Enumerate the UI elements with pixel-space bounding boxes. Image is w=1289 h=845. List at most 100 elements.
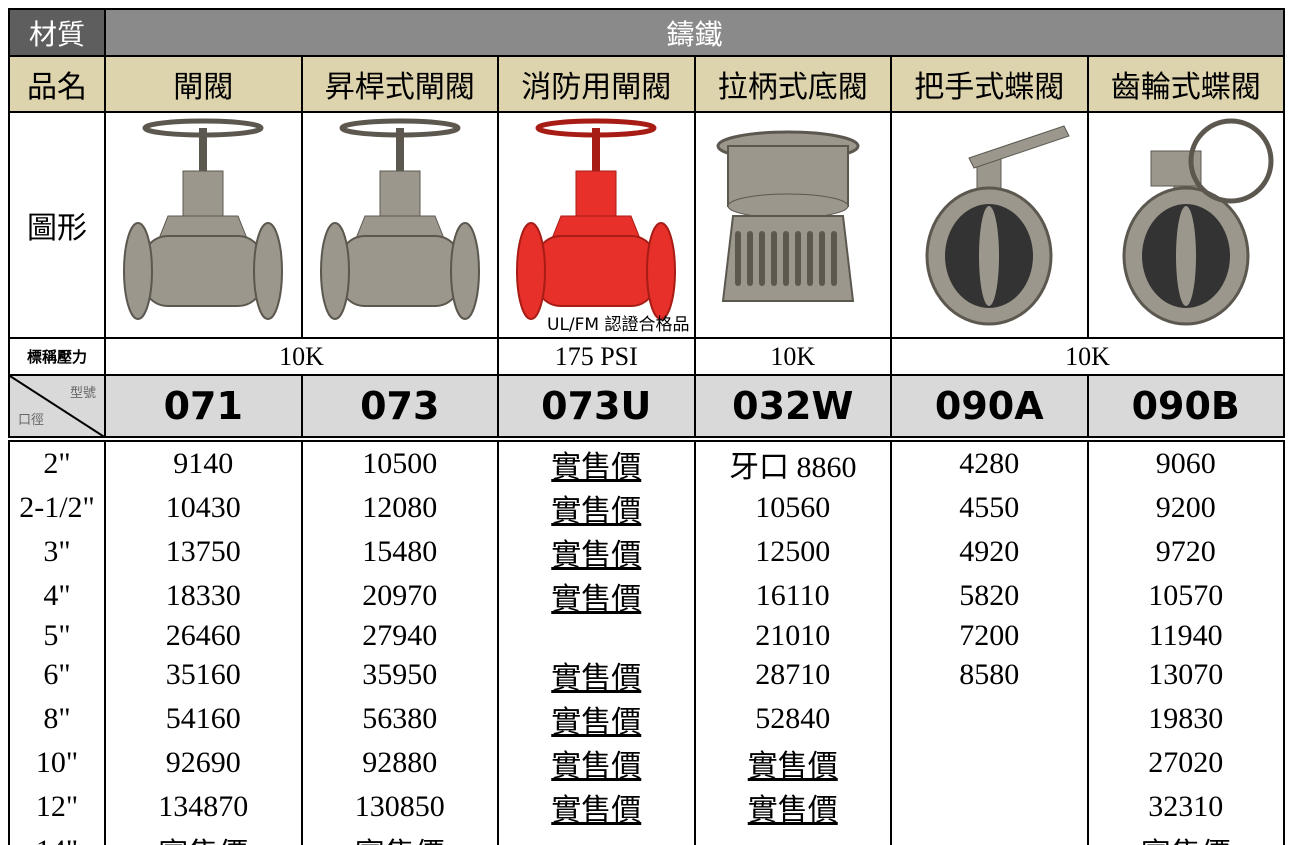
diagonal bbox=[11, 377, 101, 433]
size: 4" bbox=[8, 574, 106, 618]
price: 10500 bbox=[300, 439, 499, 486]
size: 5" bbox=[8, 618, 106, 653]
price bbox=[497, 618, 696, 653]
price: 92880 bbox=[300, 741, 499, 785]
price: 實售價 bbox=[693, 741, 892, 785]
image-cell bbox=[104, 111, 303, 339]
material: 鑄鐵 bbox=[104, 8, 1285, 57]
product-name: 把手式蝶閥 bbox=[890, 55, 1089, 113]
price: 9140 bbox=[104, 439, 303, 486]
image-cell bbox=[300, 111, 499, 339]
price: 35160 bbox=[104, 653, 303, 697]
model-row: 型號 口徑 071 073 073U 032W 090A 090B bbox=[8, 374, 1285, 442]
price: 130850 bbox=[300, 785, 499, 829]
price: 12500 bbox=[693, 530, 892, 574]
price: 16110 bbox=[693, 574, 892, 618]
product-name: 昇桿式閘閥 bbox=[300, 55, 499, 113]
price-row: 14"實售價實售價實售價 bbox=[8, 829, 1285, 845]
price: 27020 bbox=[1086, 741, 1285, 785]
price: 35950 bbox=[300, 653, 499, 697]
price-row: 2" 9140 10500 實售價 牙口 8860 4280 9060 bbox=[8, 439, 1285, 486]
model-number: 071 bbox=[104, 374, 303, 442]
size: 2-1/2" bbox=[8, 486, 106, 530]
price: 4280 bbox=[890, 439, 1089, 486]
model-number: 090A bbox=[890, 374, 1089, 442]
price: 19830 bbox=[1086, 697, 1285, 741]
price: 9060 bbox=[1086, 439, 1285, 486]
size: 8" bbox=[8, 697, 106, 741]
price-row: 10" 92690 92880 實售價 實售價 27020 bbox=[8, 741, 1285, 785]
price: 11940 bbox=[1086, 618, 1285, 653]
image-label: 圖形 bbox=[8, 111, 106, 339]
price-row: 3" 13750 15480 實售價 12500 4920 9720 bbox=[8, 530, 1285, 574]
pressure: 10K bbox=[890, 337, 1285, 376]
price: 9720 bbox=[1086, 530, 1285, 574]
price: 20970 bbox=[300, 574, 499, 618]
pressure: 10K bbox=[104, 337, 499, 376]
model-number: 032W bbox=[693, 374, 892, 442]
product-name: 消防用閘閥 bbox=[497, 55, 696, 113]
price: 實售價 bbox=[497, 697, 696, 741]
size: 2" bbox=[8, 439, 106, 486]
price bbox=[497, 829, 696, 845]
pressure: 10K bbox=[693, 337, 892, 376]
product-name: 閘閥 bbox=[104, 55, 303, 113]
price: 實售價 bbox=[300, 829, 499, 845]
price: 13070 bbox=[1086, 653, 1285, 697]
price: 10560 bbox=[693, 486, 892, 530]
price: 4550 bbox=[890, 486, 1089, 530]
price bbox=[890, 829, 1089, 845]
price-row: 6" 35160 35950 實售價 28710 8580 13070 bbox=[8, 653, 1285, 697]
price: 4920 bbox=[890, 530, 1089, 574]
price bbox=[890, 741, 1089, 785]
price: 10430 bbox=[104, 486, 303, 530]
price: 9200 bbox=[1086, 486, 1285, 530]
price-row: 8" 54160 56380 實售價 52840 19830 bbox=[8, 697, 1285, 741]
price: 12080 bbox=[300, 486, 499, 530]
valve-image bbox=[925, 124, 1070, 325]
price bbox=[693, 829, 892, 845]
price: 實售價 bbox=[497, 486, 696, 530]
price-row: 2-1/2" 10430 12080 實售價 10560 4550 9200 bbox=[8, 486, 1285, 530]
price: 21010 bbox=[693, 618, 892, 653]
valve-image bbox=[716, 130, 860, 302]
price: 56380 bbox=[300, 697, 499, 741]
material-row: 材質 鑄鐵 bbox=[8, 8, 1285, 57]
valve-image bbox=[319, 118, 480, 320]
price: 實售價 bbox=[497, 653, 696, 697]
size: 10" bbox=[8, 741, 106, 785]
valve-image bbox=[1122, 118, 1274, 325]
price bbox=[890, 785, 1089, 829]
price: 8580 bbox=[890, 653, 1089, 697]
corner-cell: 型號 口徑 bbox=[8, 374, 106, 442]
price: 實售價 bbox=[104, 829, 303, 845]
name-row: 品名 閘閥 昇桿式閘閥 消防用閘閥 拉柄式底閥 把手式蝶閥 齒輪式蝶閥 bbox=[8, 55, 1285, 113]
name-label: 品名 bbox=[8, 55, 106, 113]
price: 實售價 bbox=[1086, 829, 1285, 845]
model-number: 073 bbox=[300, 374, 499, 442]
valve-image bbox=[123, 118, 284, 320]
price-table: 材質 鑄鐵 品名 閘閥 昇桿式閘閥 消防用閘閥 拉柄式底閥 把手式蝶閥 齒輪式蝶閥 圖形 … bbox=[8, 8, 1285, 845]
price: 牙口 8860 bbox=[693, 439, 892, 486]
model-number: 073U bbox=[497, 374, 696, 442]
product-name: 拉柄式底閥 bbox=[693, 55, 892, 113]
size: 6" bbox=[8, 653, 106, 697]
price: 27940 bbox=[300, 618, 499, 653]
price: 實售價 bbox=[497, 530, 696, 574]
price: 18330 bbox=[104, 574, 303, 618]
price: 15480 bbox=[300, 530, 499, 574]
price: 92690 bbox=[104, 741, 303, 785]
model-number: 090B bbox=[1086, 374, 1285, 442]
price-row: 4" 18330 20970 實售價 16110 5820 10570 bbox=[8, 574, 1285, 618]
price: 52840 bbox=[693, 697, 892, 741]
image-row: 圖形 UL/FM 認證合格品 bbox=[8, 111, 1285, 339]
price: 實售價 bbox=[693, 785, 892, 829]
product-name: 齒輪式蝶閥 bbox=[1086, 55, 1285, 113]
price: 134870 bbox=[104, 785, 303, 829]
valve-image bbox=[516, 118, 677, 320]
price: 26460 bbox=[104, 618, 303, 653]
image-cell bbox=[693, 111, 892, 339]
price: 13750 bbox=[104, 530, 303, 574]
price: 54160 bbox=[104, 697, 303, 741]
